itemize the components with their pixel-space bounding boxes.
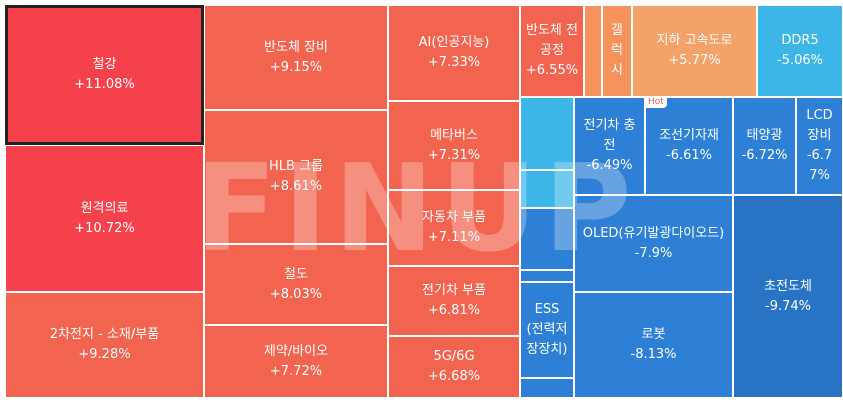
tile [520, 170, 574, 208]
tile: LCD 장비 -6.77% [796, 97, 843, 195]
tile: 철강 +11.08% [5, 5, 204, 145]
tile: HLB 그룹 +8.61% [204, 110, 388, 244]
tile-change: +7.72% [269, 363, 323, 379]
tile-name: 메타버스 [430, 127, 478, 143]
tile: 5G/6G +6.68% [388, 336, 520, 398]
tile [520, 270, 574, 282]
tile-change: -6.72% [741, 148, 788, 163]
tile-name: 태양광 [746, 128, 783, 143]
tile-change: -6.61% [666, 148, 712, 163]
tile: DDR5 -5.06% [757, 5, 843, 97]
tile: ESS (전력저장장치) [520, 282, 574, 378]
tile [584, 5, 602, 97]
tile-change: -5.06% [777, 53, 823, 68]
tile-change: +6.68% [427, 369, 481, 384]
tile-name: 2차전지 - 소재/부품 [49, 327, 160, 342]
tile-name: DDR5 [781, 33, 819, 48]
tile-name: 전기차 충전 [583, 118, 636, 153]
tile-name: 로봇 [641, 327, 666, 342]
tile: OLED(유기발광다이오드) -7.9% [574, 195, 733, 292]
tile [520, 97, 574, 170]
tile-change: +7.11% [427, 230, 481, 245]
tile: 전기차 부품 +6.81% [388, 266, 520, 336]
tile: 반도체 장비 +9.15% [204, 5, 388, 110]
tile: 철도 +8.03% [204, 244, 388, 325]
tile-name: 반도체 장비 [264, 39, 328, 55]
tile-name: 5G/6G [433, 349, 475, 364]
tile-name: 원격의료 [80, 200, 129, 216]
tile-change: -9.74% [765, 298, 811, 314]
tile: 갤럭시 [602, 5, 632, 97]
tile-change: +8.03% [269, 286, 323, 302]
tile: 로봇 -8.13% [574, 292, 733, 398]
tile-name: 철강 [92, 57, 117, 72]
tile-name: ESS (전력저장장치) [526, 302, 568, 357]
tile-name: OLED(유기발광다이오드) [582, 225, 725, 241]
tile-change: +6.81% [427, 303, 481, 318]
tile-change: +6.55% [525, 63, 579, 78]
tile: 자동차 부품 +7.11% [388, 190, 520, 266]
tile-change: +9.15% [269, 59, 323, 75]
tile-change: -6.49% [586, 158, 633, 173]
tile-change: +9.28% [78, 347, 131, 362]
tile: 2차전지 - 소재/부품 +9.28% [5, 292, 204, 398]
tile-change: +7.33% [427, 55, 481, 70]
tile-change: +5.77% [668, 53, 721, 68]
tile-name: 반도체 전공정 [526, 23, 578, 58]
tile [520, 208, 574, 270]
tile-name: HLB 그룹 [269, 159, 323, 174]
tile: 태양광 -6.72% [733, 97, 796, 195]
tile-name: 갤럭시 [611, 23, 623, 78]
tile: 초전도체 -9.74% [733, 195, 843, 398]
tile: 지하 고속도로 +5.77% [632, 5, 757, 97]
tile: 전기차 충전 -6.49% [574, 97, 645, 195]
tile-change: +11.08% [74, 77, 135, 92]
tile-name: 전기차 부품 [422, 283, 486, 298]
tile [520, 378, 574, 398]
tile: 조선기자재 -6.61% [645, 97, 733, 195]
tile: AI(인공지능) +7.33% [388, 5, 520, 101]
tile: 반도체 전공정 +6.55% [520, 5, 584, 97]
tile-name: 지하 고속도로 [656, 33, 733, 48]
tile-name: 철도 [284, 266, 308, 282]
tile-change: +7.31% [427, 147, 481, 163]
tile-change: +10.72% [74, 220, 135, 236]
tile-change: -6.77% [806, 148, 833, 183]
tile-change: -7.9% [634, 245, 673, 261]
tile: 제약/바이오 +7.72% [204, 325, 388, 398]
tile: 원격의료 +10.72% [5, 145, 204, 292]
tile-name: 조선기자재 [659, 128, 719, 143]
tile-change: +8.61% [269, 179, 323, 194]
tile-name: LCD 장비 [806, 108, 833, 143]
tile-name: 초전도체 [764, 278, 812, 294]
tile: 메타버스 +7.31% [388, 101, 520, 190]
tile-name: 자동차 부품 [422, 210, 486, 225]
tile-change: -8.13% [630, 347, 677, 362]
tile-name: AI(인공지능) [418, 35, 490, 50]
hot-badge: Hot [645, 97, 667, 108]
tile-name: 제약/바이오 [263, 343, 329, 359]
